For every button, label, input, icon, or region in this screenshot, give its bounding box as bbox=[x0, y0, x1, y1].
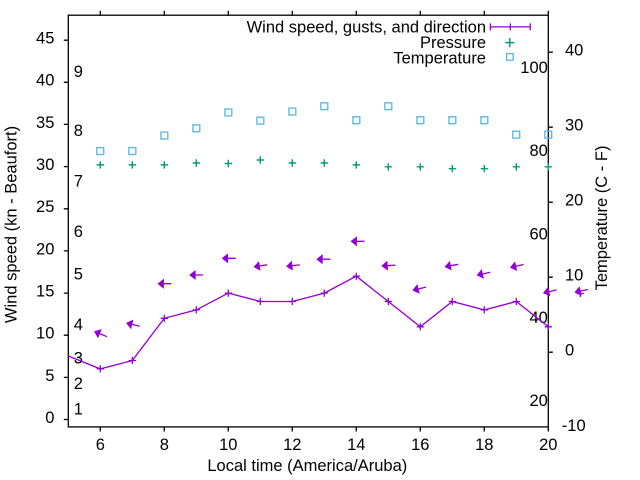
svg-text:35: 35 bbox=[36, 114, 54, 132]
svg-text:Wind speed, gusts, and directi: Wind speed, gusts, and direction bbox=[247, 18, 486, 36]
svg-text:4: 4 bbox=[74, 316, 83, 334]
svg-text:30: 30 bbox=[565, 117, 583, 135]
svg-text:14: 14 bbox=[347, 436, 365, 454]
svg-text:9: 9 bbox=[74, 63, 83, 81]
svg-text:15: 15 bbox=[36, 282, 54, 300]
svg-text:20: 20 bbox=[36, 240, 54, 258]
svg-text:Wind speed (kn - Beaufort): Wind speed (kn - Beaufort) bbox=[3, 126, 21, 323]
svg-text:30: 30 bbox=[36, 156, 54, 174]
svg-text:6: 6 bbox=[74, 223, 83, 241]
svg-text:Pressure: Pressure bbox=[420, 34, 486, 52]
svg-text:20: 20 bbox=[565, 192, 583, 210]
svg-text:40: 40 bbox=[36, 72, 54, 90]
svg-text:25: 25 bbox=[36, 198, 54, 216]
svg-text:18: 18 bbox=[475, 436, 493, 454]
svg-text:16: 16 bbox=[411, 436, 429, 454]
svg-text:60: 60 bbox=[529, 226, 547, 244]
svg-text:-10: -10 bbox=[562, 417, 586, 435]
svg-text:Local time (America/Aruba): Local time (America/Aruba) bbox=[207, 457, 407, 475]
svg-text:10: 10 bbox=[565, 267, 583, 285]
svg-text:12: 12 bbox=[283, 436, 301, 454]
svg-text:100: 100 bbox=[520, 59, 548, 77]
svg-text:2: 2 bbox=[74, 375, 83, 393]
svg-text:10: 10 bbox=[36, 325, 54, 343]
svg-text:40: 40 bbox=[565, 42, 583, 60]
svg-text:1: 1 bbox=[74, 400, 83, 418]
svg-text:8: 8 bbox=[74, 122, 83, 140]
svg-text:5: 5 bbox=[74, 265, 83, 283]
svg-text:6: 6 bbox=[96, 436, 105, 454]
svg-text:45: 45 bbox=[36, 30, 54, 48]
svg-text:3: 3 bbox=[74, 350, 83, 368]
svg-text:10: 10 bbox=[219, 436, 237, 454]
svg-text:7: 7 bbox=[74, 173, 83, 191]
svg-text:Temperature (C - F): Temperature (C - F) bbox=[593, 146, 611, 291]
svg-text:0: 0 bbox=[45, 409, 54, 427]
svg-text:8: 8 bbox=[160, 436, 169, 454]
svg-text:80: 80 bbox=[529, 142, 547, 160]
svg-text:20: 20 bbox=[529, 392, 547, 410]
svg-text:0: 0 bbox=[565, 342, 574, 360]
svg-text:Temperature: Temperature bbox=[393, 49, 486, 67]
svg-text:5: 5 bbox=[45, 367, 54, 385]
svg-text:20: 20 bbox=[539, 436, 557, 454]
